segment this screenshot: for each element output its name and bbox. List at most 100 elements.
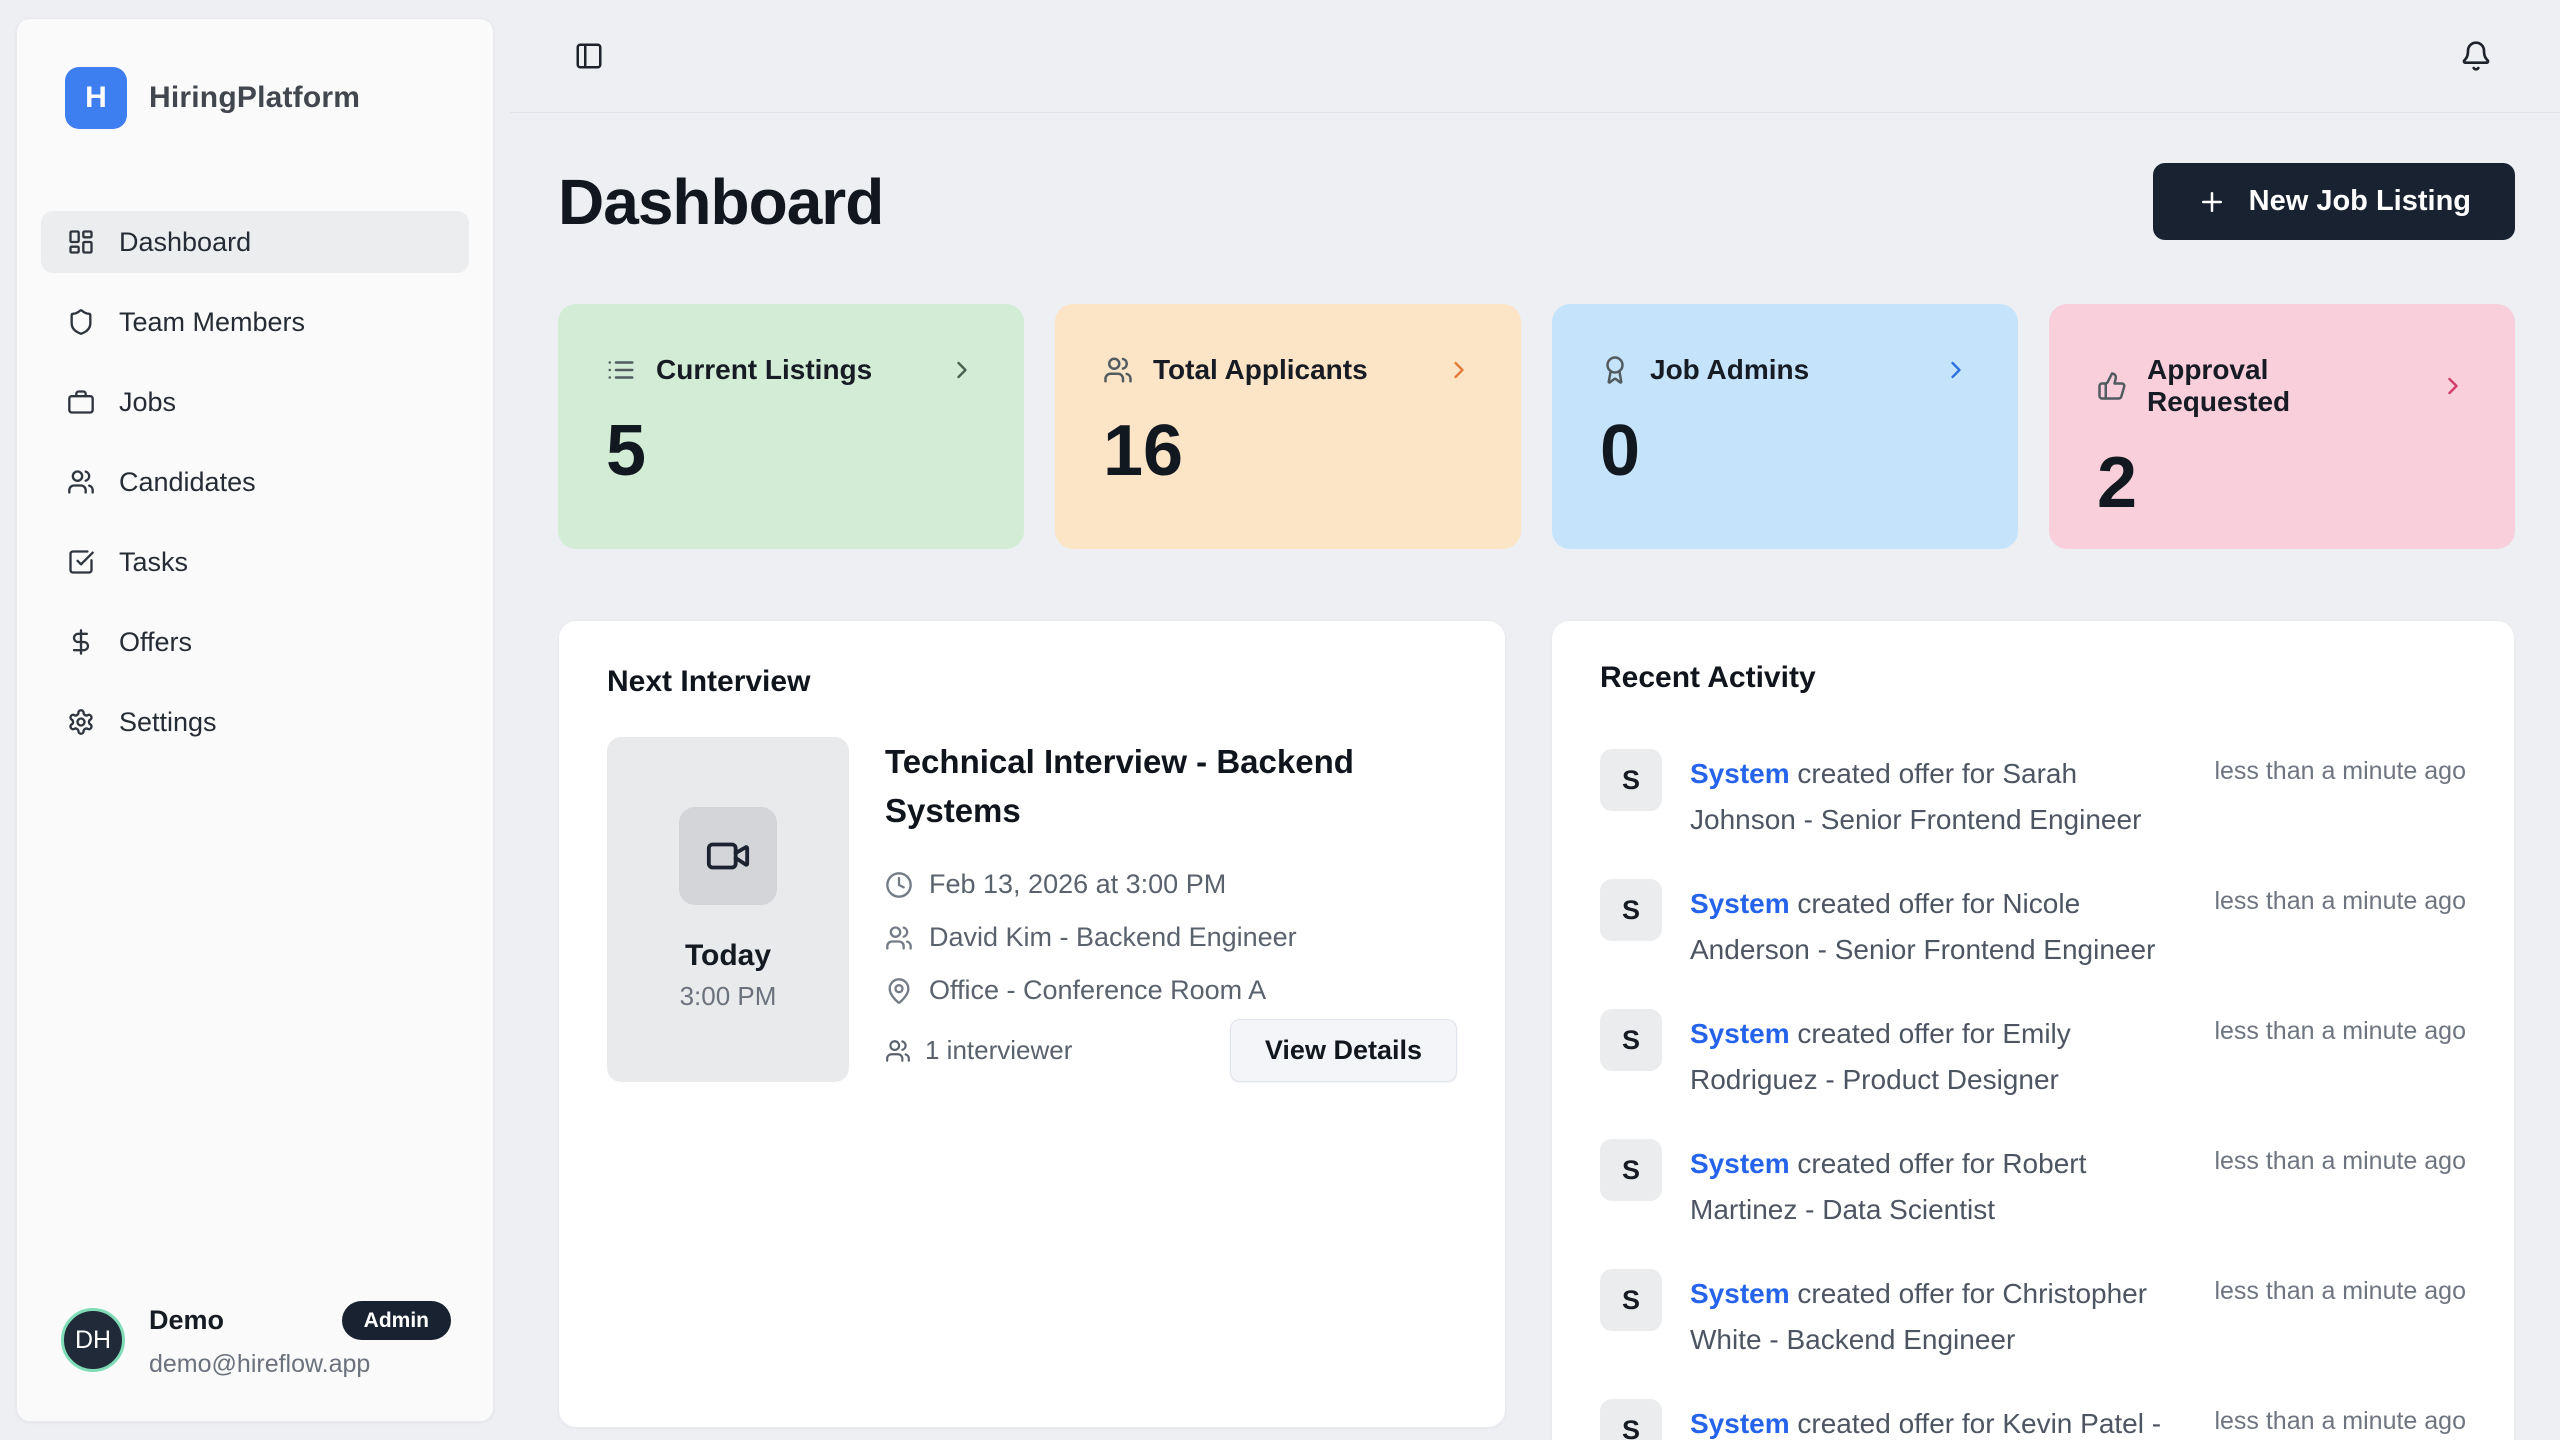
interview-location: Office - Conference Room A (929, 975, 1267, 1005)
role-badge: Admin (341, 1301, 451, 1340)
sidebar-item-label: Jobs (119, 386, 177, 417)
sidebar-item-settings[interactable]: Settings (41, 691, 469, 753)
recent-activity-heading: Recent Activity (1600, 661, 1816, 694)
activity-item: S System created offer for Sarah Johnson… (1600, 749, 2466, 843)
user-profile[interactable]: DH Demo Admin demo@hireflow.app (17, 1301, 493, 1421)
interview-datetime: Feb 13, 2026 at 3:00 PM (929, 869, 1227, 899)
notifications-button[interactable] (2460, 40, 2492, 72)
page-title: Dashboard (558, 165, 884, 238)
activity-timestamp: less than a minute ago (2214, 887, 2466, 915)
plus-icon (2197, 187, 2227, 217)
new-job-listing-button[interactable]: New Job Listing (2152, 163, 2515, 240)
activity-timestamp: less than a minute ago (2214, 1277, 2466, 1305)
activity-text: System created offer for Kevin Patel - D… (1690, 1408, 2162, 1439)
stat-card-total-applicants[interactable]: Total Applicants 16 (1055, 304, 1521, 549)
chevron-right-icon (1942, 356, 1970, 384)
activity-item: S System created offer for Christopher W… (1600, 1269, 2466, 1363)
map-pin-icon (885, 977, 913, 1005)
sidebar-item-label: Tasks (119, 546, 189, 577)
view-details-button[interactable]: View Details (1229, 1019, 1457, 1082)
activity-text: System created offer for Christopher Whi… (1690, 1278, 2148, 1355)
activity-timestamp: less than a minute ago (2214, 1017, 2466, 1045)
stat-value: 16 (1103, 411, 1184, 491)
brand-logo: H (65, 67, 127, 129)
interviewer-count: 1 interviewer (885, 1035, 1072, 1066)
activity-avatar: S (1600, 879, 1662, 941)
users-icon (1103, 355, 1133, 385)
stat-label: Current Listings (656, 354, 873, 385)
sidebar-item-team-members[interactable]: Team Members (41, 291, 469, 353)
sidebar-nav: Dashboard Team Members Jobs Candidates T… (17, 211, 493, 753)
list-icon (606, 355, 636, 385)
stat-label: Approval Requested (2147, 354, 2291, 417)
sidebar-item-dashboard[interactable]: Dashboard (41, 211, 469, 273)
panel-left-icon (574, 41, 604, 71)
sidebar-item-tasks[interactable]: Tasks (41, 531, 469, 593)
new-job-listing-label: New Job Listing (2248, 185, 2471, 217)
sidebar-item-jobs[interactable]: Jobs (41, 371, 469, 433)
activity-actor[interactable]: System (1690, 1148, 1790, 1179)
sidebar-item-offers[interactable]: Offers (41, 611, 469, 673)
stat-card-job-admins[interactable]: Job Admins 0 (1552, 304, 2018, 549)
activity-text: System created offer for Robert Martinez… (1690, 1148, 2087, 1225)
video-icon-box (679, 807, 777, 905)
activity-timestamp: less than a minute ago (2214, 757, 2466, 785)
activity-actor[interactable]: System (1690, 1408, 1790, 1439)
stat-label: Total Applicants (1153, 354, 1368, 385)
topbar (510, 0, 2560, 113)
recent-activity-panel: Recent Activity S System created offer f… (1551, 620, 2515, 1440)
brand-name: HiringPlatform (149, 81, 361, 114)
award-icon (1600, 355, 1630, 385)
check-square-icon (67, 548, 95, 576)
next-interview-panel: Next Interview Today 3:00 PM Technical I… (558, 620, 1506, 1428)
sidebar-item-label: Candidates (119, 466, 256, 497)
activity-item: S System created offer for Nicole Anders… (1600, 879, 2466, 973)
content: Dashboard New Job Listing Current Listin… (510, 163, 2560, 1440)
page-header: Dashboard New Job Listing (558, 163, 2515, 240)
avatar: DH (61, 1308, 125, 1372)
chevron-right-icon (2439, 372, 2467, 400)
interview-schedule-tile: Today 3:00 PM (607, 737, 849, 1082)
activity-actor[interactable]: System (1690, 758, 1790, 789)
activity-avatar: S (1600, 749, 1662, 811)
stat-card-approval-requested[interactable]: Approval Requested 2 (2049, 304, 2515, 549)
activity-text: System created offer for Nicole Anderson… (1690, 888, 2156, 965)
sidebar-toggle-button[interactable] (574, 41, 604, 71)
users-icon (67, 468, 95, 496)
profile-details: Demo Admin demo@hireflow.app (149, 1301, 451, 1379)
main-area: Dashboard New Job Listing Current Listin… (510, 0, 2560, 1440)
interview-datetime-row: Feb 13, 2026 at 3:00 PM (885, 869, 1457, 900)
interview-location-row: Office - Conference Room A (885, 975, 1457, 1006)
activity-avatar: S (1600, 1269, 1662, 1331)
activity-text: System created offer for Sarah Johnson -… (1690, 758, 2142, 835)
interview-interviewer-row: David Kim - Backend Engineer (885, 922, 1457, 953)
activity-actor[interactable]: System (1690, 888, 1790, 919)
sidebar-item-label: Offers (119, 626, 193, 657)
interview-time: 3:00 PM (679, 981, 777, 1011)
brand: H HiringPlatform (17, 19, 493, 129)
activity-actor[interactable]: System (1690, 1018, 1790, 1049)
briefcase-icon (67, 388, 95, 416)
stat-value: 0 (1600, 411, 1641, 491)
interview-interviewer: David Kim - Backend Engineer (929, 922, 1297, 952)
activity-list: S System created offer for Sarah Johnson… (1600, 749, 2466, 1440)
shield-icon (67, 308, 95, 336)
chevron-right-icon (948, 356, 976, 384)
dollar-icon (67, 628, 95, 656)
thumbs-up-icon (2097, 371, 2127, 401)
activity-actor[interactable]: System (1690, 1278, 1790, 1309)
interview-title: Technical Interview - Backend Systems (885, 743, 1354, 829)
sidebar-item-candidates[interactable]: Candidates (41, 451, 469, 513)
stat-value: 5 (606, 411, 647, 491)
activity-item: S System created offer for Robert Martin… (1600, 1139, 2466, 1233)
dashboard-icon (67, 228, 95, 256)
stat-card-current-listings[interactable]: Current Listings 5 (558, 304, 1024, 549)
profile-name: Demo (149, 1305, 225, 1335)
activity-avatar: S (1600, 1139, 1662, 1201)
activity-timestamp: less than a minute ago (2214, 1147, 2466, 1175)
activity-item: S System created offer for Kevin Patel -… (1600, 1399, 2466, 1440)
activity-avatar: S (1600, 1009, 1662, 1071)
stats-row: Current Listings 5 Total Applicants 16 (558, 304, 2515, 549)
interview-day: Today (684, 939, 772, 972)
